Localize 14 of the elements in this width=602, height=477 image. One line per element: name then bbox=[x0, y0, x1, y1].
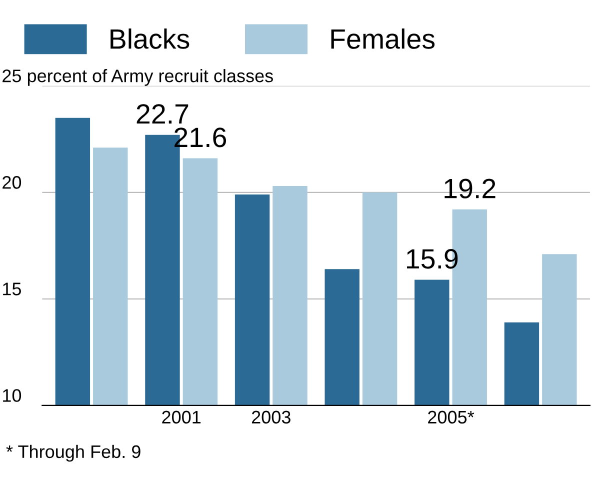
legend-label: Females bbox=[331, 28, 435, 49]
text: * Through Feb. 9 bbox=[6, 444, 140, 462]
x-tick-label: 2001 bbox=[162, 410, 201, 424]
legend-label: Blacks bbox=[110, 28, 190, 49]
y-tick-label: 10 bbox=[3, 389, 22, 402]
data-label: 15.9 bbox=[406, 249, 458, 269]
data-label: 22.7 bbox=[136, 104, 188, 124]
x-tick-label: 2003 bbox=[252, 410, 290, 424]
data-label: 19.2 bbox=[444, 178, 496, 198]
x-tick-label: 2005* bbox=[428, 410, 474, 424]
y-tick-label: 20 bbox=[2, 176, 22, 189]
y-tick-label: 15 bbox=[3, 282, 21, 296]
data-label: 21.6 bbox=[174, 128, 226, 148]
y-tick-label: 25 percent of Army recruit classes bbox=[2, 69, 273, 86]
